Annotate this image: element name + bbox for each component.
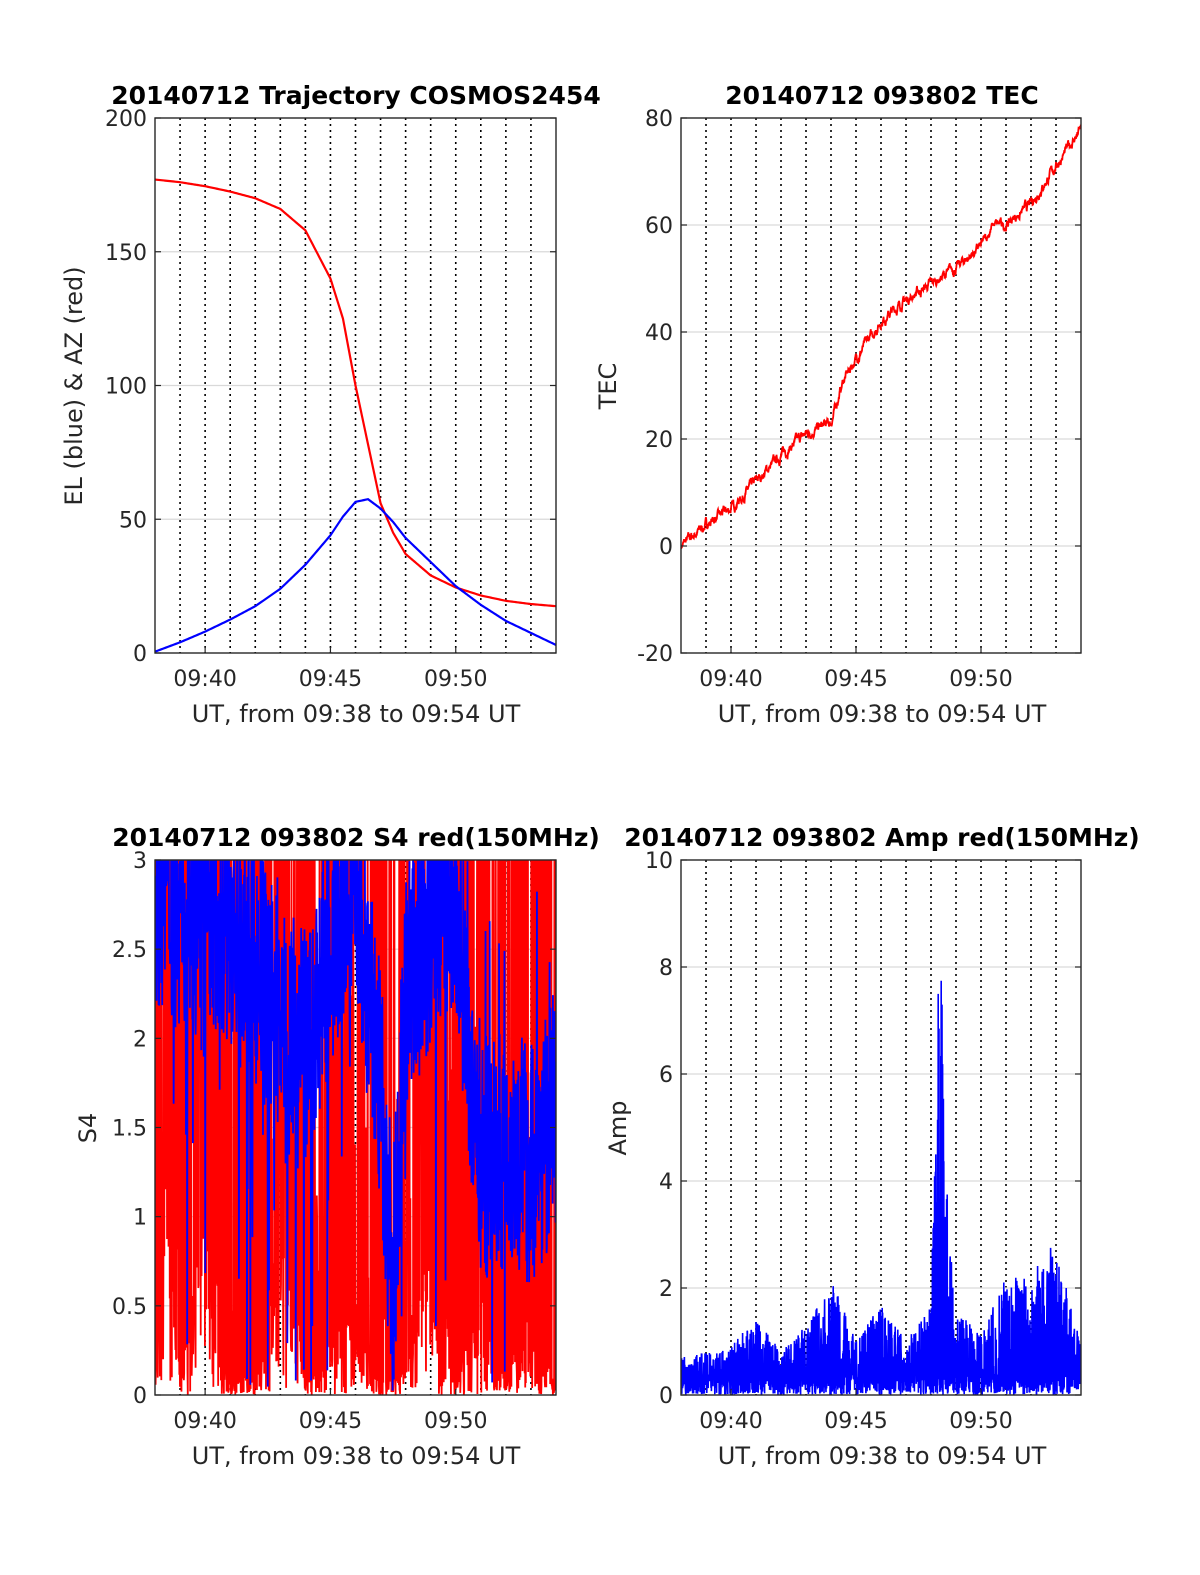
- y-tick-label: 0: [133, 642, 147, 667]
- x-tick-label: 09:50: [424, 667, 487, 692]
- x-tick-label: 09:40: [699, 1409, 762, 1434]
- y-tick-label: 1.5: [112, 1117, 147, 1142]
- y-axis-label: Amp: [604, 1100, 632, 1155]
- y-tick-label: 0: [659, 1384, 673, 1409]
- panel-trajectory: 20140712 Trajectory COSMOS2454 0 50 100 150…: [60, 81, 601, 728]
- y-tick-label: 2: [659, 1277, 673, 1302]
- series-layer: [681, 124, 1081, 550]
- y-tick-label: 80: [645, 107, 673, 132]
- y-tick-label: 2.5: [112, 938, 147, 963]
- x-tick-label: 09:50: [949, 667, 1012, 692]
- x-tick-label: 09:40: [699, 667, 762, 692]
- series-line: [155, 860, 556, 1391]
- y-tick-label: 50: [119, 508, 147, 533]
- x-axis-label: UT, from 09:38 to 09:54 UT: [192, 1442, 521, 1470]
- x-tick-label: 09:50: [949, 1409, 1012, 1434]
- plot-frame: [680, 117, 1082, 654]
- y-axis-label: TEC: [594, 363, 622, 411]
- panel-s4: 20140712 093802 S4 red(150MHz) 0 0.5 1 1.5 2…: [74, 823, 600, 1470]
- x-tick-label: 09:50: [424, 1409, 487, 1434]
- y-tick-label: 200: [105, 107, 147, 132]
- plot-frame: [680, 859, 1082, 1396]
- x-tick-label: 09:40: [173, 1409, 236, 1434]
- y-tick-label: 150: [105, 241, 147, 266]
- y-tick-label: 1: [133, 1206, 147, 1231]
- y-tick-label: 60: [645, 214, 673, 239]
- y-tick-label: 8: [659, 956, 673, 981]
- y-tick-label: 100: [105, 375, 147, 400]
- series-line: [155, 498, 556, 653]
- plot-area: [681, 118, 1081, 653]
- chart-title: 20140712 093802 Amp red(150MHz): [624, 823, 1140, 852]
- y-tick-label: -20: [637, 642, 673, 667]
- series-line: [681, 980, 1081, 1395]
- panel-tec: 20140712 093802 TEC -20 0 20 40 60 80 09:40 09:…: [594, 81, 1082, 728]
- series-line: [681, 124, 1081, 550]
- y-tick-label: 3: [133, 849, 147, 874]
- chart-title: 20140712 Trajectory COSMOS2454: [111, 81, 601, 110]
- x-tick-label: 09:40: [173, 667, 236, 692]
- panel-amp: 20140712 093802 Amp red(150MHz) 0 2 4 6 8 10 0…: [604, 823, 1140, 1470]
- series-layer: [155, 178, 556, 653]
- y-axis-label: EL (blue) & AZ (red): [60, 266, 88, 505]
- y-tick-label: 20: [645, 428, 673, 453]
- x-axis-label: UT, from 09:38 to 09:54 UT: [192, 700, 521, 728]
- y-tick-label: 40: [645, 321, 673, 346]
- y-tick-label: 2: [133, 1027, 147, 1052]
- chart-title: 20140712 093802 TEC: [725, 81, 1038, 110]
- x-tick-label: 09:45: [824, 667, 887, 692]
- y-tick-label: 6: [659, 1063, 673, 1088]
- y-tick-label: 10: [645, 849, 673, 874]
- y-tick-label: 0.5: [112, 1295, 147, 1320]
- chart-title: 20140712 093802 S4 red(150MHz): [112, 823, 600, 852]
- y-axis-label: S4: [74, 1113, 102, 1144]
- x-tick-label: 09:45: [299, 667, 362, 692]
- series-layer: [681, 980, 1081, 1395]
- x-axis-label: UT, from 09:38 to 09:54 UT: [718, 1442, 1047, 1470]
- series-layer: [155, 860, 556, 1395]
- y-tick-label: 4: [659, 1170, 673, 1195]
- series-line: [155, 178, 556, 608]
- x-axis-label: UT, from 09:38 to 09:54 UT: [718, 700, 1047, 728]
- y-tick-label: 0: [133, 1384, 147, 1409]
- y-tick-label: 0: [659, 535, 673, 560]
- x-tick-label: 09:45: [299, 1409, 362, 1434]
- x-tick-label: 09:45: [824, 1409, 887, 1434]
